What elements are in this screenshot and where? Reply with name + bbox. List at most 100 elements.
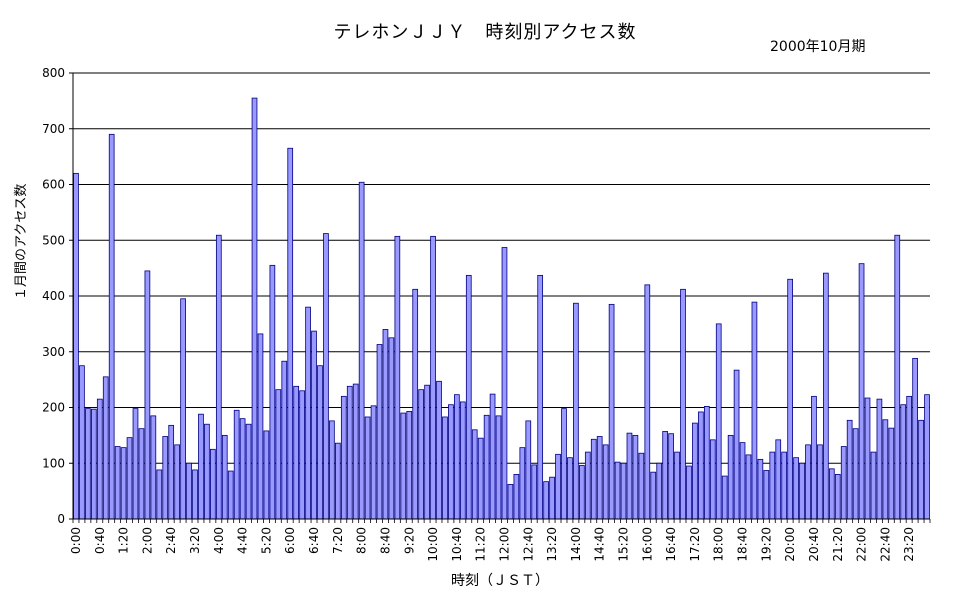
bar <box>388 337 395 520</box>
bar <box>126 437 133 520</box>
y-tick-label: 700 <box>42 122 65 136</box>
bar <box>233 409 240 520</box>
bar <box>680 288 686 520</box>
x-tick-label: 18:40 <box>736 527 750 562</box>
x-tick-label: 9:20 <box>402 527 416 554</box>
bar <box>346 385 353 520</box>
x-tick-label: 20:00 <box>783 527 797 562</box>
bar <box>519 447 526 520</box>
x-tick-label: 10:40 <box>450 527 464 562</box>
bar <box>709 439 716 520</box>
x-tick-label: 1:20 <box>117 527 131 554</box>
bar <box>888 427 895 520</box>
bar <box>340 395 347 520</box>
bar <box>465 274 472 520</box>
x-tick-label: 12:00 <box>497 527 511 562</box>
bar <box>394 235 401 520</box>
bar <box>918 419 924 520</box>
bar <box>751 301 758 520</box>
x-tick-label: 14:00 <box>569 527 583 562</box>
bar <box>858 263 865 520</box>
bar <box>727 434 734 520</box>
bar <box>186 462 192 520</box>
bar <box>537 274 544 520</box>
bar <box>864 397 871 520</box>
bar <box>495 415 502 520</box>
bar <box>805 444 811 520</box>
bar <box>608 303 615 520</box>
bar <box>138 428 145 520</box>
bar <box>275 389 282 520</box>
x-tick-label: 15:20 <box>617 527 631 562</box>
x-tick-label: 0:00 <box>69 527 83 554</box>
y-tick-label: 200 <box>42 401 65 415</box>
x-tick-label: 22:00 <box>855 527 869 562</box>
bar <box>334 442 341 520</box>
x-tick-label: 2:40 <box>164 527 178 554</box>
bar <box>739 442 746 520</box>
x-tick-label: 2:00 <box>140 527 154 554</box>
y-tick-label: 800 <box>42 66 65 80</box>
bar <box>775 439 782 520</box>
bar <box>501 247 508 520</box>
x-tick-label: 3:20 <box>188 527 202 554</box>
bar <box>638 452 645 520</box>
bar <box>132 408 139 520</box>
bar <box>584 451 591 520</box>
bar <box>549 476 555 520</box>
bar <box>364 416 371 520</box>
bar <box>828 468 835 520</box>
bar <box>96 398 103 520</box>
bar <box>102 376 109 520</box>
bar <box>382 329 389 520</box>
x-tick-label: 20:40 <box>807 527 821 562</box>
bar <box>525 420 532 520</box>
x-tick-label: 4:00 <box>212 527 226 554</box>
bar <box>311 330 317 520</box>
bar <box>840 446 847 520</box>
bar <box>406 411 413 520</box>
bar <box>358 181 365 520</box>
bar <box>459 401 466 520</box>
bar <box>579 465 585 520</box>
bar <box>769 451 776 520</box>
bar <box>251 97 258 520</box>
bar <box>733 369 740 520</box>
bar <box>703 405 710 520</box>
bar <box>448 404 454 520</box>
bar <box>287 147 294 520</box>
bar <box>120 447 127 520</box>
chart-period: 2000年10月期 <box>770 39 866 55</box>
bar <box>198 413 204 520</box>
bar <box>924 394 930 520</box>
y-tick-label: 600 <box>42 178 65 192</box>
bar <box>817 444 823 520</box>
bar <box>442 416 448 520</box>
bar <box>620 462 627 520</box>
bar <box>85 408 91 520</box>
x-tick-label: 19:20 <box>759 527 773 562</box>
bar <box>662 431 669 520</box>
bar <box>227 470 234 520</box>
bar <box>430 235 436 520</box>
bar <box>692 422 698 520</box>
bar <box>763 470 770 520</box>
bar <box>781 451 788 520</box>
bar <box>543 481 549 520</box>
bar <box>793 457 799 520</box>
bar <box>352 383 359 520</box>
bar <box>507 484 514 520</box>
bar <box>894 234 901 520</box>
bar <box>257 333 264 520</box>
bar <box>745 454 752 520</box>
bar <box>531 464 538 520</box>
x-tick-label: 0:40 <box>93 527 107 554</box>
bar <box>436 380 442 520</box>
bar <box>590 438 597 520</box>
bar <box>626 432 633 520</box>
x-axis-label: 時刻（ＪＳＴ） <box>451 573 549 589</box>
x-tick-label: 14:40 <box>593 527 607 562</box>
bar <box>73 172 79 520</box>
y-tick-label: 100 <box>42 456 65 470</box>
bar <box>90 408 97 520</box>
